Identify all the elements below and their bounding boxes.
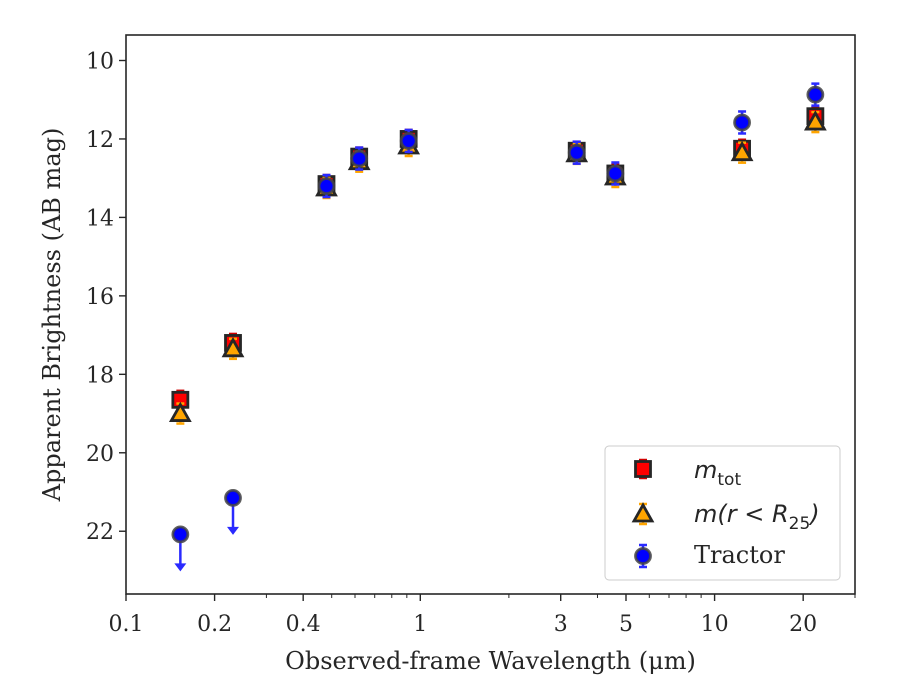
x-tick-label: 3 xyxy=(554,612,568,637)
axes-ticks: 0.1 0.2 0.4 1 3 5 10 20 10 12 14 16 18 20 22 xyxy=(86,49,856,637)
legend-mr25-marker xyxy=(631,502,655,523)
upper-limit-arrow-head xyxy=(174,563,187,572)
y-tick-label: 16 xyxy=(86,285,114,310)
mr25-point xyxy=(803,110,827,131)
series-tractor xyxy=(171,82,825,572)
legend-markers xyxy=(631,458,655,569)
y-tick-label: 18 xyxy=(86,363,114,388)
legend-entry-tractor: Tractor xyxy=(694,541,785,569)
x-tick-label: 20 xyxy=(789,612,817,637)
series-mtot xyxy=(171,105,825,411)
tractor-point xyxy=(350,149,369,168)
mr25-point xyxy=(730,140,754,162)
x-tick-label: 0.1 xyxy=(109,612,144,637)
mr25-point xyxy=(221,336,245,358)
upper-limit-arrow-head xyxy=(227,526,240,535)
data-marks xyxy=(168,82,827,572)
y-tick-label: 14 xyxy=(86,206,114,231)
tractor-point xyxy=(567,143,586,162)
y-tick-label: 22 xyxy=(86,520,114,545)
x-tick-label: 10 xyxy=(701,612,729,637)
y-tick-label: 10 xyxy=(86,49,114,74)
legend-entry-mr25: m(r < R25) xyxy=(694,500,820,534)
x-tick-label: 0.4 xyxy=(286,612,321,637)
legend: mtot m(r < R25) Tractor xyxy=(604,445,841,581)
y-axis-label: Apparent Brightness (AB mag) xyxy=(38,128,66,503)
tractor-point-upper-limit xyxy=(224,488,242,507)
legend-entry-mtot: mtot xyxy=(694,456,741,490)
tractor-point xyxy=(733,113,751,132)
tractor-point-upper-limit xyxy=(171,525,190,544)
x-axis-label: Observed-frame Wavelength (μm) xyxy=(285,647,696,675)
y-tick-label: 20 xyxy=(86,442,114,467)
tractor-point xyxy=(806,85,825,104)
plot-frame xyxy=(125,34,856,595)
x-tick-label: 0.2 xyxy=(197,612,232,637)
legend-mtot-marker xyxy=(634,460,652,478)
tractor-point xyxy=(317,177,336,195)
x-tick-label: 1 xyxy=(413,612,427,637)
series-mr25 xyxy=(168,110,827,425)
y-tick-label: 12 xyxy=(86,128,114,153)
tractor-point xyxy=(606,164,625,183)
mr25-point xyxy=(168,401,192,422)
x-tick-label: 5 xyxy=(619,612,633,637)
tractor-point xyxy=(399,132,418,150)
legend-box xyxy=(604,445,841,581)
legend-tractor-marker xyxy=(634,547,652,565)
